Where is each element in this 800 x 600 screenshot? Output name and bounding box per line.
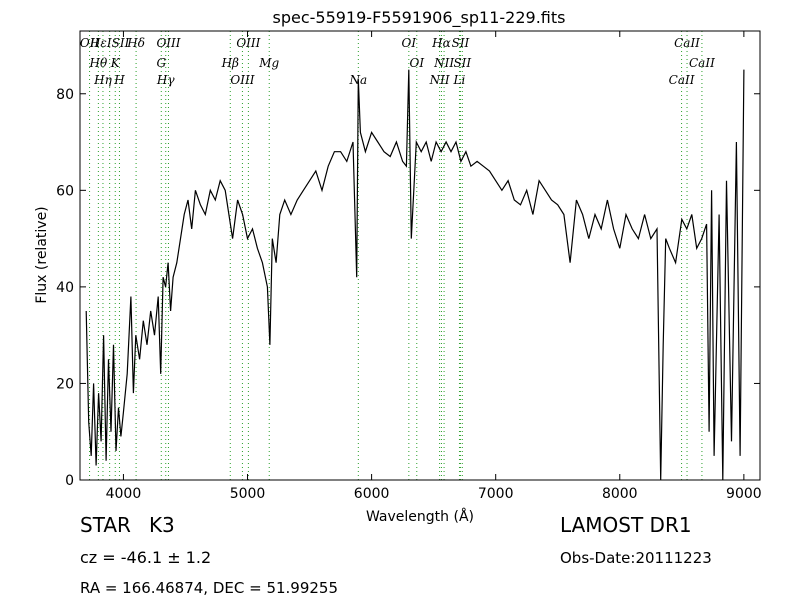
x-axis-label: Wavelength (Å) xyxy=(366,508,474,525)
y-axis-ticks: 0 20 40 60 80 xyxy=(56,87,760,489)
marker-label-8: Hγ xyxy=(156,73,175,87)
marker-label-10: Hβ xyxy=(221,56,239,70)
marker-label-21: SII xyxy=(452,36,470,50)
marker-label-20: Li xyxy=(453,73,466,87)
redshift-label: cz = -46.1 ± 1.2 xyxy=(80,548,212,567)
line-label-group: OIIHθHηHεISIIKHHδGHγOIIIHβOIIIOIIIMgNaOI… xyxy=(80,36,715,87)
x-tick-label-4: 8000 xyxy=(602,486,638,502)
marker-label-23: CaII xyxy=(669,73,695,87)
y-tick-label-1: 20 xyxy=(56,376,74,392)
coordinates-label: RA = 166.46874, DEC = 51.99255 xyxy=(80,579,339,597)
y-tick-label-2: 40 xyxy=(56,280,74,296)
spectrum-series xyxy=(85,69,745,481)
x-tick-label-3: 7000 xyxy=(478,486,514,502)
marker-label-0: OII xyxy=(80,36,100,50)
marker-label-12: OIII xyxy=(236,36,260,50)
marker-label-11: OIII xyxy=(230,73,254,87)
data-release-label: LAMOST DR1 xyxy=(560,513,692,537)
x-tick-label-0: 4000 xyxy=(106,486,142,502)
marker-label-17: NII xyxy=(429,73,450,87)
marker-label-4: K xyxy=(110,56,121,70)
y-axis-label: Flux (relative) xyxy=(34,206,50,303)
x-tick-label-2: 6000 xyxy=(354,486,390,502)
marker-label-16: OI xyxy=(409,56,424,70)
marker-label-9: OIII xyxy=(156,36,180,50)
marker-label-18: Hα xyxy=(431,36,451,50)
marker-label-1: Hθ xyxy=(89,56,108,70)
marker-label-3: HεISII xyxy=(89,36,130,50)
x-tick-label-5: 9000 xyxy=(726,486,762,502)
object-class-label: STAR xyxy=(80,513,131,537)
object-class: STAR K3 xyxy=(80,513,193,537)
marker-label-25: CaII xyxy=(689,56,715,70)
y-tick-label-0: 0 xyxy=(65,473,74,489)
marker-label-5: H xyxy=(113,73,125,87)
marker-label-19: NII xyxy=(433,56,454,70)
marker-label-22: SII xyxy=(453,56,471,70)
marker-label-13: Mg xyxy=(258,56,279,70)
marker-label-2: Hη xyxy=(93,73,112,87)
y-tick-label-3: 60 xyxy=(56,183,74,199)
plot-frame xyxy=(79,30,761,481)
object-subclass-label: K3 xyxy=(148,513,175,537)
marker-label-7: G xyxy=(156,56,166,70)
chart-title: spec-55919-F5591906_sp11-229.fits xyxy=(273,8,566,28)
spectrum-line-0 xyxy=(85,69,745,481)
marker-label-15: OI xyxy=(402,36,417,50)
line-marker-group xyxy=(89,31,703,480)
marker-label-24: CaII xyxy=(674,36,700,50)
marker-label-6: Hδ xyxy=(126,36,145,50)
observation-date-label: Obs-Date:20111223 xyxy=(560,549,712,567)
x-axis-ticks: 4000 5000 6000 7000 8000 9000 xyxy=(106,31,762,502)
x-tick-label-1: 5000 xyxy=(230,486,266,502)
y-tick-label-4: 80 xyxy=(56,87,74,103)
